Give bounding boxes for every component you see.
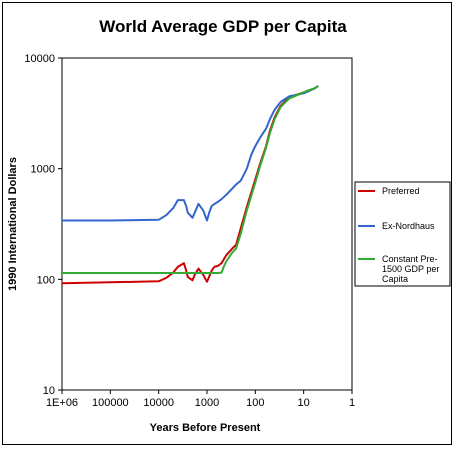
chart-title: World Average GDP per Capita — [99, 17, 347, 36]
series-line-3 — [62, 85, 319, 274]
x-tick-label: 100000 — [92, 397, 129, 409]
x-axis-label: Years Before Present — [150, 422, 261, 434]
plot-area — [61, 57, 353, 391]
y-tick-label: 100 — [37, 274, 55, 286]
x-tick-label: 100 — [246, 397, 264, 409]
y-tick-label: 1000 — [31, 164, 55, 176]
series-line-2 — [62, 85, 319, 222]
x-tick-label: 10 — [298, 397, 310, 409]
y-tick-label: 10000 — [24, 53, 55, 65]
legend-label-2: Ex-Nordhaus — [382, 221, 435, 231]
x-tick-label: 1 — [349, 397, 355, 409]
y-tick-label: 10 — [43, 385, 55, 397]
x-tick-label: 1000 — [195, 397, 219, 409]
x-tick-label: 10000 — [143, 397, 174, 409]
x-tick-label: 1E+06 — [46, 397, 78, 409]
legend-box — [354, 181, 451, 287]
chart-frame — [2, 2, 452, 445]
legend-label-3: Constant Pre-1500 GDP per Capita — [382, 254, 439, 284]
y-axis-label: 1990 International Dollars — [7, 157, 19, 291]
legend-label-1: Preferred — [382, 186, 420, 196]
